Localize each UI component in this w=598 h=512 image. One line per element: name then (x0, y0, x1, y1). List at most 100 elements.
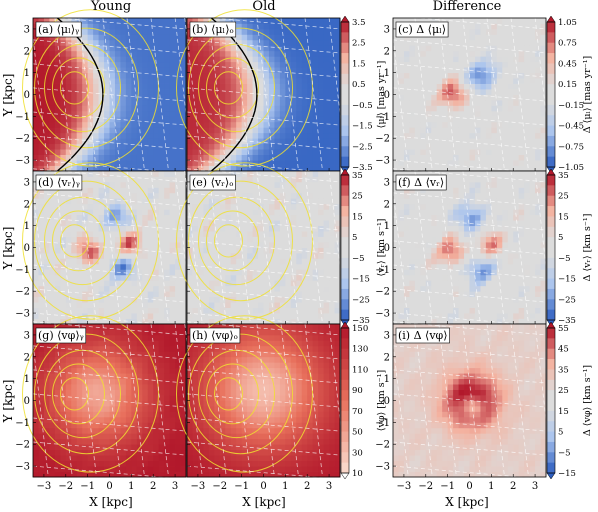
heatmap-cell (447, 23, 454, 30)
heatmap-cell (54, 154, 61, 161)
heatmap-cell (241, 236, 248, 243)
heatmap-cell (464, 291, 470, 298)
heatmap-cell (197, 149, 204, 155)
heatmap-cell (513, 302, 520, 308)
heatmap-cell (208, 149, 215, 155)
heatmap-cell (296, 99, 303, 106)
heatmap-cell (535, 198, 541, 205)
heatmap-cell (225, 154, 232, 161)
heatmap-cell (513, 318, 520, 325)
heatmap-cell (38, 444, 45, 451)
heatmap-cell (49, 280, 56, 287)
y-tick-label: 0 (24, 90, 30, 101)
heatmap-cell (197, 105, 204, 112)
heatmap-cell (398, 302, 405, 308)
heatmap-cell (82, 198, 89, 205)
heatmap-cell (109, 242, 116, 248)
grid-line (32, 39, 187, 54)
heatmap-cell (279, 72, 286, 79)
heatmap-cell (169, 99, 176, 106)
heatmap-cell (203, 61, 210, 68)
heatmap-cell (203, 171, 210, 177)
heatmap-cell (93, 83, 99, 90)
heatmap-cell (219, 50, 226, 57)
heatmap-cell (38, 105, 45, 112)
heatmap-cell (43, 56, 50, 63)
heatmap-cell (203, 149, 210, 155)
heatmap-cell (436, 236, 443, 243)
heatmap-cell (158, 160, 165, 166)
heatmap-cell (414, 285, 421, 292)
heatmap-cell (252, 291, 259, 298)
heatmap-cell (136, 214, 143, 221)
heatmap-cell (247, 236, 253, 243)
heatmap-cell (403, 127, 410, 134)
heatmap-cell (469, 285, 476, 292)
heatmap-cell (109, 154, 116, 161)
heatmap-cell (87, 220, 94, 227)
heatmap-cell (71, 121, 78, 128)
heatmap-cell (76, 307, 83, 314)
heatmap-cell (540, 45, 547, 52)
heatmap-cell (318, 296, 324, 303)
heatmap-cell (230, 225, 237, 232)
grid-line (438, 17, 457, 172)
heatmap-cell (131, 285, 138, 292)
heatmap-cell (49, 78, 56, 84)
heatmap-cell (480, 50, 487, 57)
heatmap-cell (252, 149, 259, 155)
heatmap-cell (104, 67, 110, 74)
heatmap-cell (307, 318, 314, 325)
heatmap-cell (312, 313, 319, 319)
heatmap-cell (279, 89, 286, 95)
heatmap-cell (285, 252, 292, 259)
heatmap-cell (274, 138, 281, 145)
heatmap-cell (513, 247, 520, 254)
heatmap-cell (301, 220, 308, 227)
heatmap-cell (263, 296, 270, 303)
heatmap-cell (268, 78, 275, 84)
heatmap-cell (518, 181, 525, 188)
heatmap-cell (125, 143, 132, 150)
heatmap-cell (279, 318, 286, 325)
heatmap-cell (65, 34, 72, 41)
heatmap-cell (147, 302, 154, 308)
heatmap-cell (43, 198, 50, 205)
heatmap-cell (192, 263, 199, 270)
heatmap-cell (180, 94, 187, 101)
heatmap-cell (442, 313, 449, 319)
heatmap-cell (474, 23, 481, 30)
heatmap-cell (203, 121, 210, 128)
heatmap-cell (524, 263, 530, 270)
heatmap-cell (98, 143, 105, 150)
heatmap-cell (464, 127, 470, 134)
heatmap-cell (43, 258, 50, 265)
heatmap-cell (518, 121, 525, 128)
heatmap-cell (469, 307, 476, 314)
heatmap-cell (43, 67, 50, 74)
heatmap-cell (409, 83, 416, 90)
heatmap-cell (241, 242, 248, 248)
heatmap-cell (230, 138, 237, 145)
heatmap-cell (409, 94, 416, 101)
y-tick-label: 0 (24, 243, 30, 254)
heatmap-cell (197, 67, 204, 74)
heatmap-cell (76, 285, 83, 292)
heatmap-cell (180, 291, 187, 298)
heatmap-cell (71, 34, 78, 41)
y-tick-label: 1 (24, 68, 30, 79)
heatmap-cell (114, 176, 121, 183)
heatmap-cell (279, 132, 286, 139)
heatmap-cell (425, 231, 432, 237)
heatmap-cell (464, 280, 470, 287)
heatmap-cell (208, 121, 215, 128)
heatmap-cell (214, 165, 221, 172)
heatmap-cell (49, 165, 56, 172)
heatmap-cell (480, 236, 487, 243)
heatmap-cell (393, 116, 399, 123)
heatmap-cell (513, 242, 520, 248)
heatmap-cell (54, 269, 61, 276)
heatmap-cell (442, 285, 449, 292)
heatmap-cell (33, 340, 39, 347)
heatmap-cell (296, 149, 303, 155)
